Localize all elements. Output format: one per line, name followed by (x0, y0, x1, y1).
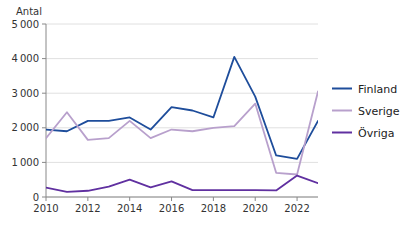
lines (46, 57, 318, 192)
legend-label: Sverige (358, 105, 400, 118)
grid-line (46, 162, 318, 163)
y-tick-label: 3 000 (12, 88, 39, 99)
x-tick (213, 197, 214, 201)
y-tick-label: 0 (33, 192, 39, 203)
y-tick (42, 58, 46, 59)
y-tick (42, 127, 46, 128)
legend-swatch (332, 110, 352, 112)
y-tick (42, 24, 46, 25)
y-tick-label: 1 000 (12, 157, 39, 168)
y-tick (42, 162, 46, 163)
grid (46, 24, 318, 197)
y-tick-label: 5 000 (12, 19, 39, 30)
y-tick-label: 4 000 (12, 53, 39, 64)
y-tick (42, 197, 46, 198)
x-tick (129, 197, 130, 201)
legend-label: Övriga (358, 127, 394, 140)
legend-swatch (332, 88, 352, 90)
x-tick (46, 197, 47, 201)
x-tick (255, 197, 256, 201)
x-tick (297, 197, 298, 201)
chart: 0 1 000 2 000 3 000 4 000 5 000 2010 2012 2014 20… (0, 0, 418, 227)
x-tick-label: 2014 (117, 203, 142, 214)
series-line (46, 91, 318, 174)
x-tick-label: 2010 (33, 203, 58, 214)
legend: Finland Sverige Övriga (332, 83, 400, 140)
legend-swatch (332, 132, 352, 134)
x-tick-label: 2012 (75, 203, 100, 214)
grid-line (46, 93, 318, 94)
x-tick-label: 2016 (159, 203, 184, 214)
grid-line (46, 197, 318, 198)
series-line (46, 176, 318, 192)
x-tick-label: 2020 (243, 203, 268, 214)
x-axis-line (46, 197, 318, 198)
x-tick (87, 197, 88, 201)
grid-line (46, 127, 318, 128)
grid-line (46, 58, 318, 59)
x-tick (171, 197, 172, 201)
y-axis-line (46, 24, 47, 197)
legend-label: Finland (358, 83, 397, 96)
y-axis-label: Antal (16, 6, 42, 17)
x-tick-label: 2018 (201, 203, 226, 214)
x-tick-label: 2022 (284, 203, 309, 214)
y-tick-label: 2 000 (12, 122, 39, 133)
axes: 0 1 000 2 000 3 000 4 000 5 000 2010 2012 2014 20… (12, 19, 318, 215)
y-tick (42, 93, 46, 94)
series-line (46, 57, 318, 159)
grid-line (46, 24, 318, 25)
